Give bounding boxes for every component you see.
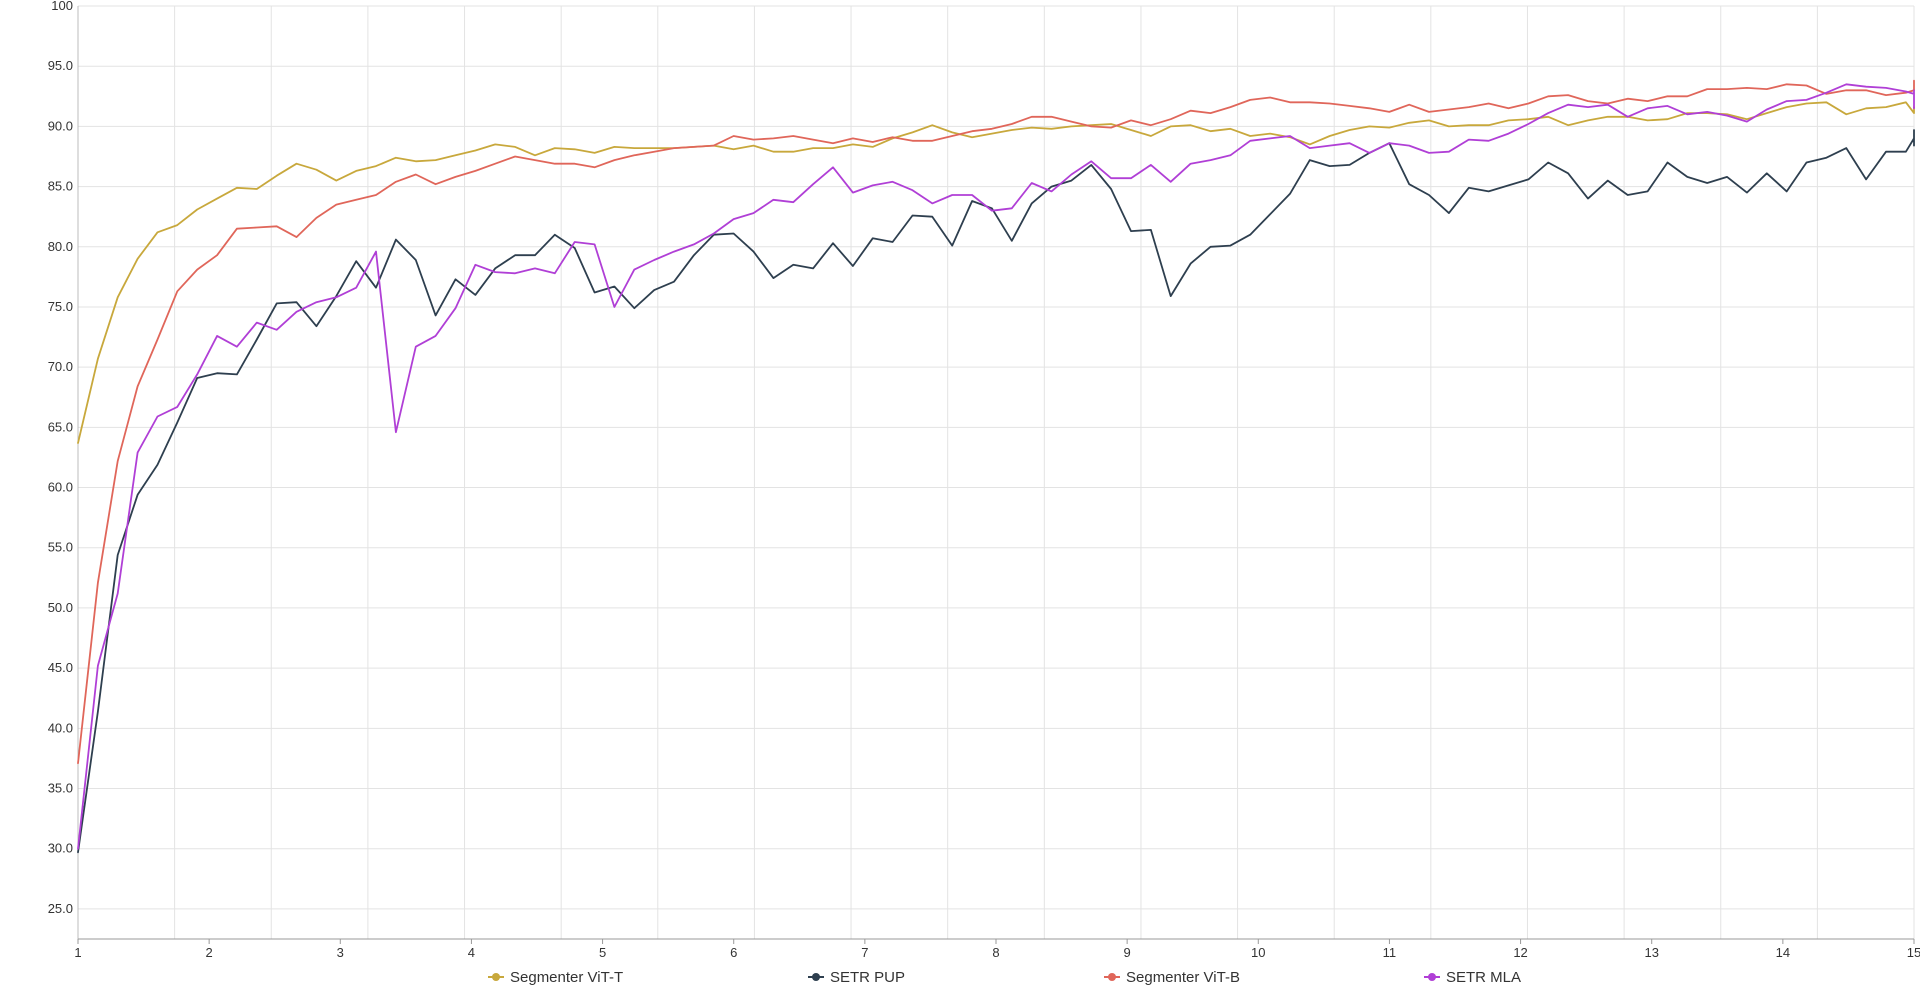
y-tick-label: 60.0 [48,480,73,495]
legend-item: SETR MLA [1424,969,1521,986]
legend-swatch-marker [1428,973,1436,981]
x-tick-label: 13 [1644,945,1658,960]
y-tick-label: 80.0 [48,239,73,254]
x-tick-label: 5 [599,945,606,960]
x-tick-label: 7 [861,945,868,960]
y-tick-label: 45.0 [48,660,73,675]
y-tick-label: 100 [51,0,73,13]
x-tick-label: 3 [337,945,344,960]
y-tick-label: 25.0 [48,901,73,916]
legend: Segmenter ViT-T SETR PUP Segmenter ViT-B SE… [488,969,1521,986]
legend-swatch-marker [1108,973,1116,981]
y-tick-label: 90.0 [48,118,73,133]
legend-swatch-marker [492,973,500,981]
legend-label: SETR MLA [1446,969,1521,986]
y-tick-label: 65.0 [48,419,73,434]
series-line-3 [77,79,1915,765]
x-tick-label: 11 [1383,945,1397,960]
y-tick-label: 95.0 [48,58,73,73]
y-tick-label: 30.0 [48,841,73,856]
legend-swatch-marker [812,973,820,981]
legend-item: Segmenter ViT-B [1104,969,1240,986]
legend-label: Segmenter ViT-T [510,969,623,986]
y-tick-label: 75.0 [48,299,73,314]
x-tick-label: 8 [992,945,999,960]
legend-label: SETR PUP [830,969,905,986]
series-layer [77,79,1915,854]
x-tick-label: 10 [1251,945,1265,960]
x-tick-label: 6 [730,945,737,960]
y-tick-label: 40.0 [48,720,73,735]
series-line-1 [77,101,1915,444]
x-tick-label: 4 [468,945,475,960]
y-tick-label: 55.0 [48,540,73,555]
y-tick-label: 70.0 [48,359,73,374]
legend-item: Segmenter ViT-T [488,969,623,986]
series-line-2 [77,129,1915,854]
x-tick-label: 15 [1907,945,1920,960]
grid-layer [78,5,1915,939]
axis-layer: 100 95.0 90.0 85.0 80.0 75.0 70.0 65.0 60.0 55.0 5… [48,0,1920,960]
legend-label: Segmenter ViT-B [1126,969,1240,986]
series-line-4 [77,83,1915,850]
x-tick-label: 1 [74,945,81,960]
x-tick-label: 9 [1124,945,1131,960]
y-tick-label: 50.0 [48,600,73,615]
x-tick-label: 12 [1513,945,1527,960]
y-tick-label: 35.0 [48,781,73,796]
legend-item: SETR PUP [808,969,905,986]
x-tick-label: 2 [206,945,213,960]
x-tick-label: 14 [1776,945,1790,960]
y-tick-label: 85.0 [48,179,73,194]
